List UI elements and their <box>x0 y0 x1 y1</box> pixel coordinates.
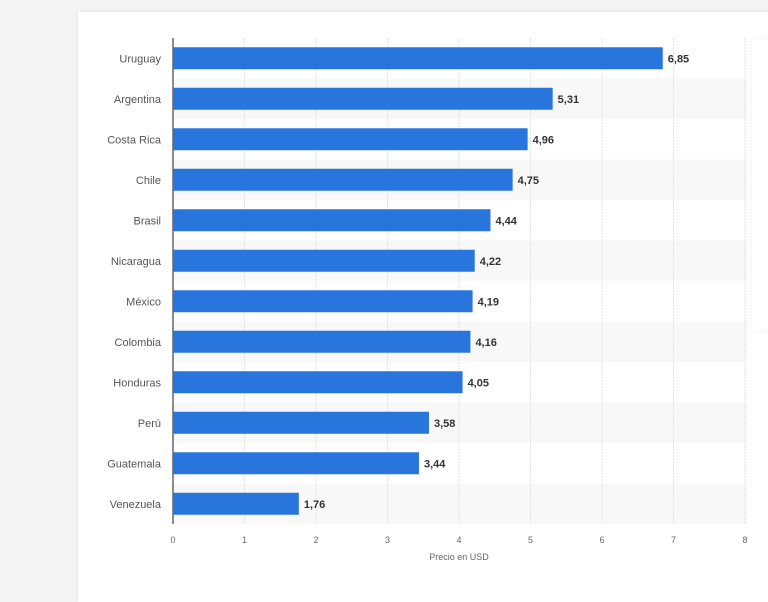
bar-nicaragua <box>173 249 475 272</box>
value-label: 4,44 <box>495 215 517 227</box>
x-axis-title: Precio en USD <box>429 552 489 562</box>
bar-honduras <box>173 371 463 394</box>
category-label: Uruguay <box>119 53 161 65</box>
bar-costa-rica <box>173 128 528 151</box>
bar-guatemala <box>173 452 419 475</box>
x-tick-label: 2 <box>313 535 318 545</box>
value-label: 4,96 <box>533 134 554 146</box>
category-label: Honduras <box>113 377 161 389</box>
category-label: México <box>126 296 161 308</box>
value-label: 4,22 <box>480 256 501 268</box>
bar-perú <box>173 411 429 434</box>
x-tick-label: 4 <box>456 535 461 545</box>
value-label: 3,58 <box>434 418 455 430</box>
x-tick-label: 1 <box>242 535 247 545</box>
side-panel <box>752 40 768 330</box>
x-tick-label: 8 <box>742 535 747 545</box>
value-label: 1,76 <box>304 499 325 511</box>
bar-uruguay <box>173 47 663 70</box>
category-label: Venezuela <box>110 499 162 511</box>
category-label: Perú <box>138 418 161 430</box>
x-tick-label: 0 <box>170 535 175 545</box>
bar-argentina <box>173 87 553 110</box>
bar-colombia <box>173 330 471 353</box>
value-label: 6,85 <box>668 53 689 65</box>
category-label: Guatemala <box>107 458 162 470</box>
bar-brasil <box>173 209 491 232</box>
category-label: Argentina <box>114 94 162 106</box>
bar-chile <box>173 168 513 191</box>
bar-venezuela <box>173 492 299 515</box>
x-tick-label: 7 <box>671 535 676 545</box>
x-tick-label: 5 <box>528 535 533 545</box>
x-tick-label: 3 <box>385 535 390 545</box>
value-label: 5,31 <box>558 94 579 106</box>
value-label: 4,19 <box>478 296 499 308</box>
category-label: Chile <box>136 175 161 187</box>
bar-méxico <box>173 290 473 313</box>
category-label: Costa Rica <box>107 134 162 146</box>
category-label: Colombia <box>115 337 162 349</box>
x-tick-label: 6 <box>599 535 604 545</box>
value-label: 3,44 <box>424 458 446 470</box>
category-label: Nicaragua <box>111 256 162 268</box>
value-label: 4,16 <box>475 337 496 349</box>
value-label: 4,05 <box>468 377 489 389</box>
category-label: Brasil <box>133 215 161 227</box>
value-label: 4,75 <box>518 175 539 187</box>
